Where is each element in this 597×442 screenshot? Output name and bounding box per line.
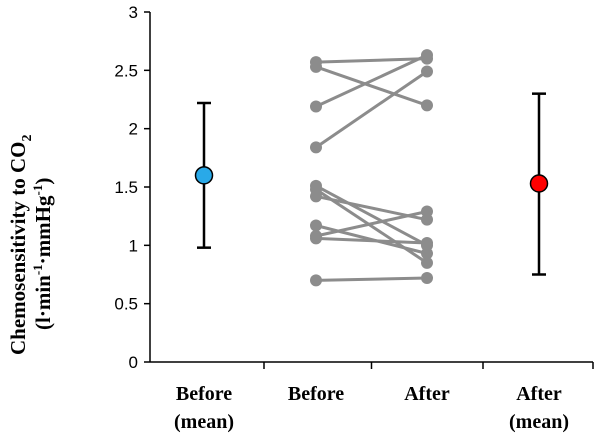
mean-point — [529, 174, 549, 193]
paired-line — [315, 276, 428, 282]
y-tick-label: 2.5 — [114, 61, 138, 80]
paired-lines — [310, 49, 433, 287]
before-point — [310, 60, 322, 73]
mean-markers — [194, 92, 549, 276]
after-point — [421, 272, 433, 284]
y-tick-label: 1.5 — [114, 178, 138, 197]
after-point — [421, 237, 433, 249]
after-point — [421, 247, 433, 260]
before-point — [310, 232, 322, 245]
before-point — [310, 141, 322, 154]
before-point — [310, 274, 322, 287]
before-point — [310, 100, 322, 113]
before-point — [310, 190, 322, 203]
y-tick-label: 3 — [129, 3, 138, 22]
axes: 0 0.5 1 1.5 2 2.5 3 — [114, 3, 594, 372]
category-label-sub: (mean) — [174, 411, 234, 433]
mean-point — [194, 166, 214, 185]
category-label-sub: (mean) — [509, 411, 569, 433]
y-tick-label: 0.5 — [114, 295, 138, 314]
category-labels: Before (mean) Before After After (mean) — [174, 383, 569, 433]
category-label: Before — [176, 383, 232, 405]
y-tick-label: 1 — [129, 236, 138, 255]
after-point — [421, 65, 433, 78]
category-label: After — [516, 383, 562, 405]
category-label: After — [404, 383, 450, 405]
after-point — [421, 256, 433, 269]
paired-line — [315, 53, 428, 108]
paired-line — [315, 65, 428, 107]
paired-line — [315, 236, 428, 245]
category-label: Before — [288, 383, 344, 405]
before-point — [310, 219, 322, 232]
y-tick-label: 2 — [129, 120, 138, 139]
paired-line — [315, 210, 428, 238]
y-axis-units: (l·min-1·mmHg-1) — [30, 178, 55, 330]
after-point — [421, 99, 433, 112]
paired-line — [315, 70, 428, 149]
after-point — [421, 205, 433, 218]
y-tick-label: 0 — [129, 353, 138, 372]
paired-line — [315, 57, 428, 64]
after-point — [421, 49, 433, 62]
y-axis-title: Chemosensitivity to CO2 — [6, 135, 35, 356]
paired-line — [315, 184, 428, 247]
